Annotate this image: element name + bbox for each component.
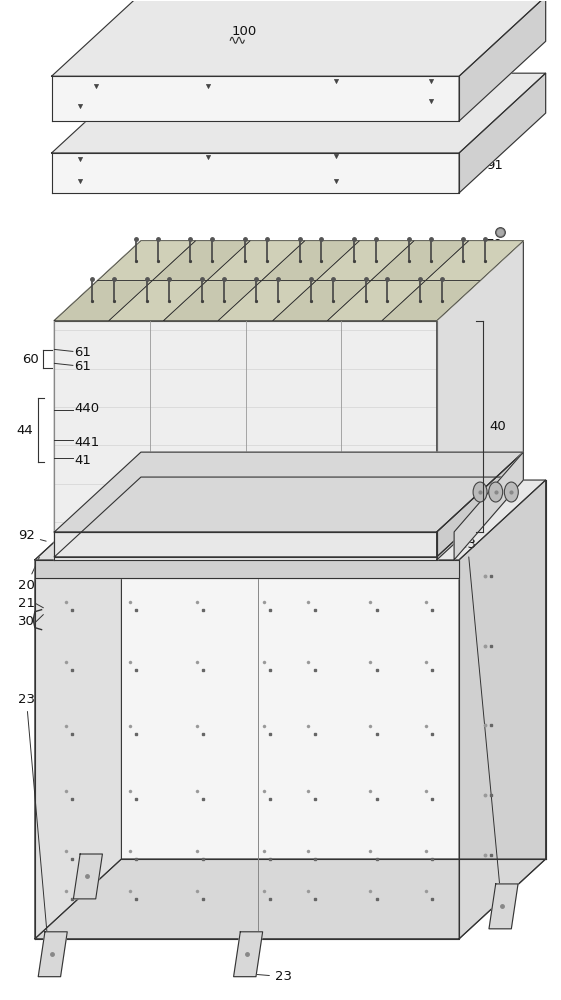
Polygon shape [35,480,546,560]
Text: 100: 100 [232,25,257,38]
Text: 10: 10 [467,92,503,108]
Text: 42: 42 [481,464,503,519]
Polygon shape [261,241,360,281]
Polygon shape [454,452,523,560]
Polygon shape [35,480,121,939]
Polygon shape [273,281,371,320]
Polygon shape [316,241,414,281]
Text: 20: 20 [18,557,39,592]
Polygon shape [54,532,437,557]
Polygon shape [459,73,546,193]
Polygon shape [35,560,459,939]
Polygon shape [459,0,546,121]
Polygon shape [207,241,305,281]
Text: 70: 70 [486,232,503,251]
Text: 30: 30 [18,615,35,628]
Ellipse shape [504,482,518,502]
Text: 41: 41 [74,454,91,467]
Text: 91: 91 [467,159,503,172]
Text: 60: 60 [22,353,39,366]
Polygon shape [52,73,546,153]
Polygon shape [425,241,523,281]
Text: 21: 21 [18,597,35,610]
Text: 900: 900 [486,256,511,269]
Polygon shape [98,241,196,281]
Text: 44: 44 [16,424,33,437]
Polygon shape [382,281,480,320]
Text: 40: 40 [490,420,507,433]
Text: 92: 92 [18,529,46,542]
Text: 440: 440 [74,402,99,415]
Polygon shape [54,241,141,532]
Polygon shape [54,452,523,532]
Polygon shape [73,854,103,899]
Text: 50: 50 [445,291,503,329]
Text: 61: 61 [74,360,91,373]
Text: 23: 23 [250,970,292,983]
Polygon shape [218,281,316,320]
Polygon shape [459,480,546,939]
Ellipse shape [473,482,487,502]
Polygon shape [164,281,261,320]
Text: 22: 22 [486,510,505,534]
Polygon shape [54,320,437,532]
Polygon shape [371,241,468,281]
Text: 61: 61 [74,346,91,359]
Polygon shape [35,560,459,578]
Polygon shape [54,532,437,560]
Polygon shape [233,932,263,977]
Polygon shape [38,932,67,977]
Polygon shape [109,281,207,320]
Polygon shape [54,477,523,557]
Polygon shape [489,884,518,929]
Text: 90: 90 [445,308,503,344]
Polygon shape [54,281,152,320]
Polygon shape [54,241,523,320]
Polygon shape [52,0,546,76]
Text: 23: 23 [459,538,502,911]
Text: 441: 441 [74,436,99,449]
Polygon shape [437,452,523,557]
Polygon shape [52,76,459,121]
Text: 43: 43 [486,343,503,401]
Polygon shape [437,241,523,532]
Polygon shape [35,859,546,939]
Text: 51: 51 [486,273,511,287]
Polygon shape [437,452,523,560]
Polygon shape [328,281,425,320]
Polygon shape [52,153,459,193]
Text: 23: 23 [18,693,49,951]
Polygon shape [152,241,250,281]
Ellipse shape [489,482,503,502]
